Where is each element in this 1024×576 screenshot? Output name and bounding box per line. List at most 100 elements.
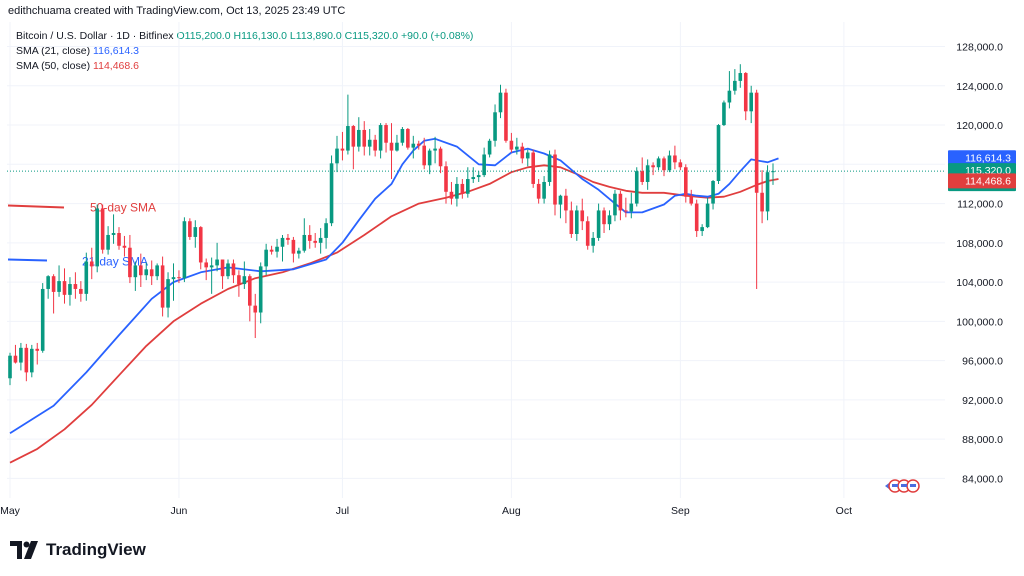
candle: [384, 123, 388, 153]
candle-body: [248, 276, 252, 306]
candle-body: [68, 284, 72, 295]
candle: [422, 137, 426, 170]
candle-body: [357, 129, 361, 147]
price-axis[interactable]: 84,000.0 88,000.0 92,000.0 96,000.0 100,000.…: [956, 42, 1003, 486]
candle: [444, 161, 448, 204]
candle-body: [313, 240, 317, 243]
candle-body: [656, 158, 661, 168]
candle: [466, 167, 470, 198]
candle: [242, 261, 247, 289]
candle: [449, 181, 454, 205]
candle-body: [340, 148, 345, 151]
candle: [602, 207, 606, 234]
candle: [553, 149, 557, 216]
candle-body: [771, 171, 775, 173]
sma21-annotation-line: [7, 258, 48, 262]
candle: [171, 263, 176, 301]
event-flags-icon[interactable]: [885, 479, 920, 493]
candle: [416, 140, 421, 150]
time-axis[interactable]: May Jun Jul Aug Sep Oct: [0, 505, 852, 517]
candle-body: [569, 210, 574, 234]
candle: [177, 270, 181, 284]
candle: [275, 238, 279, 258]
candle-body: [504, 92, 508, 141]
candle-body: [471, 177, 476, 180]
candle: [264, 243, 268, 276]
candle: [531, 149, 535, 188]
candle: [656, 156, 661, 171]
candle-body: [444, 166, 448, 192]
candle: [711, 180, 715, 210]
candle-body: [155, 265, 159, 277]
candle-body: [8, 355, 12, 379]
candle-body: [754, 92, 759, 193]
candle-body: [122, 245, 127, 248]
candle: [542, 176, 546, 204]
candle: [144, 262, 149, 281]
candle-body: [476, 175, 481, 178]
candle: [73, 272, 78, 299]
candle-body: [678, 162, 683, 168]
candle-body: [722, 102, 726, 126]
candle-body: [640, 171, 644, 182]
candle-body: [705, 203, 710, 228]
sma50-value: 114,468.6: [93, 60, 139, 72]
sma50-row[interactable]: SMA (50, close) 114,468.6: [16, 59, 473, 74]
y-tick-label: 120,000.0: [956, 120, 1003, 132]
candle-body: [673, 155, 677, 163]
candle-body: [373, 139, 377, 151]
candle-body: [760, 192, 764, 212]
candle-body: [335, 148, 339, 164]
tradingview-logo-icon: [10, 541, 38, 559]
candle: [307, 225, 312, 249]
candle-body: [438, 148, 443, 167]
candle-body: [564, 195, 568, 211]
candle-body: [362, 129, 367, 147]
candle-body: [749, 92, 753, 112]
candle-body: [73, 284, 78, 289]
candle-body: [275, 246, 279, 252]
candle: [258, 262, 263, 324]
candle-body: [662, 158, 666, 171]
x-tick-label: Jun: [170, 505, 187, 517]
symbol-row[interactable]: Bitcoin / U.S. Dollar · 1D · Bitfinex O1…: [16, 29, 473, 44]
candle: [427, 148, 432, 175]
y-tick-label: 92,000.0: [962, 395, 1003, 407]
candle: [624, 197, 628, 218]
candle: [607, 210, 612, 231]
candle: [591, 232, 595, 253]
candle-body: [400, 128, 405, 143]
candle: [411, 135, 416, 159]
candle: [237, 270, 241, 297]
candle: [482, 147, 486, 178]
candle-body: [700, 227, 704, 232]
tradingview-logo[interactable]: TradingView: [10, 540, 146, 560]
candle-body: [111, 233, 116, 235]
candle: [673, 145, 677, 170]
candle: [694, 199, 699, 237]
candle: [226, 259, 230, 280]
candle: [498, 84, 503, 119]
candle-body: [455, 183, 459, 199]
candle: [57, 265, 61, 297]
sma21-row[interactable]: SMA (21, close) 116,614.3: [16, 44, 473, 59]
sma21-tag: 116,614.3: [948, 150, 1016, 166]
x-tick-label: Jul: [336, 505, 349, 517]
candle-body: [684, 167, 688, 197]
candle: [149, 260, 154, 286]
candle: [438, 146, 443, 174]
candle: [13, 344, 18, 364]
candle-body: [95, 208, 99, 267]
candle-body: [389, 142, 394, 151]
candle: [634, 167, 639, 207]
candle: [645, 159, 650, 190]
sma21-line: [9, 137, 779, 434]
y-tick-label: 104,000.0: [956, 277, 1003, 289]
candle-body: [84, 261, 89, 294]
candle: [313, 233, 317, 248]
candle: [378, 123, 383, 159]
candle-body: [79, 288, 83, 294]
candle-body: [209, 265, 214, 268]
candle: [569, 201, 574, 238]
